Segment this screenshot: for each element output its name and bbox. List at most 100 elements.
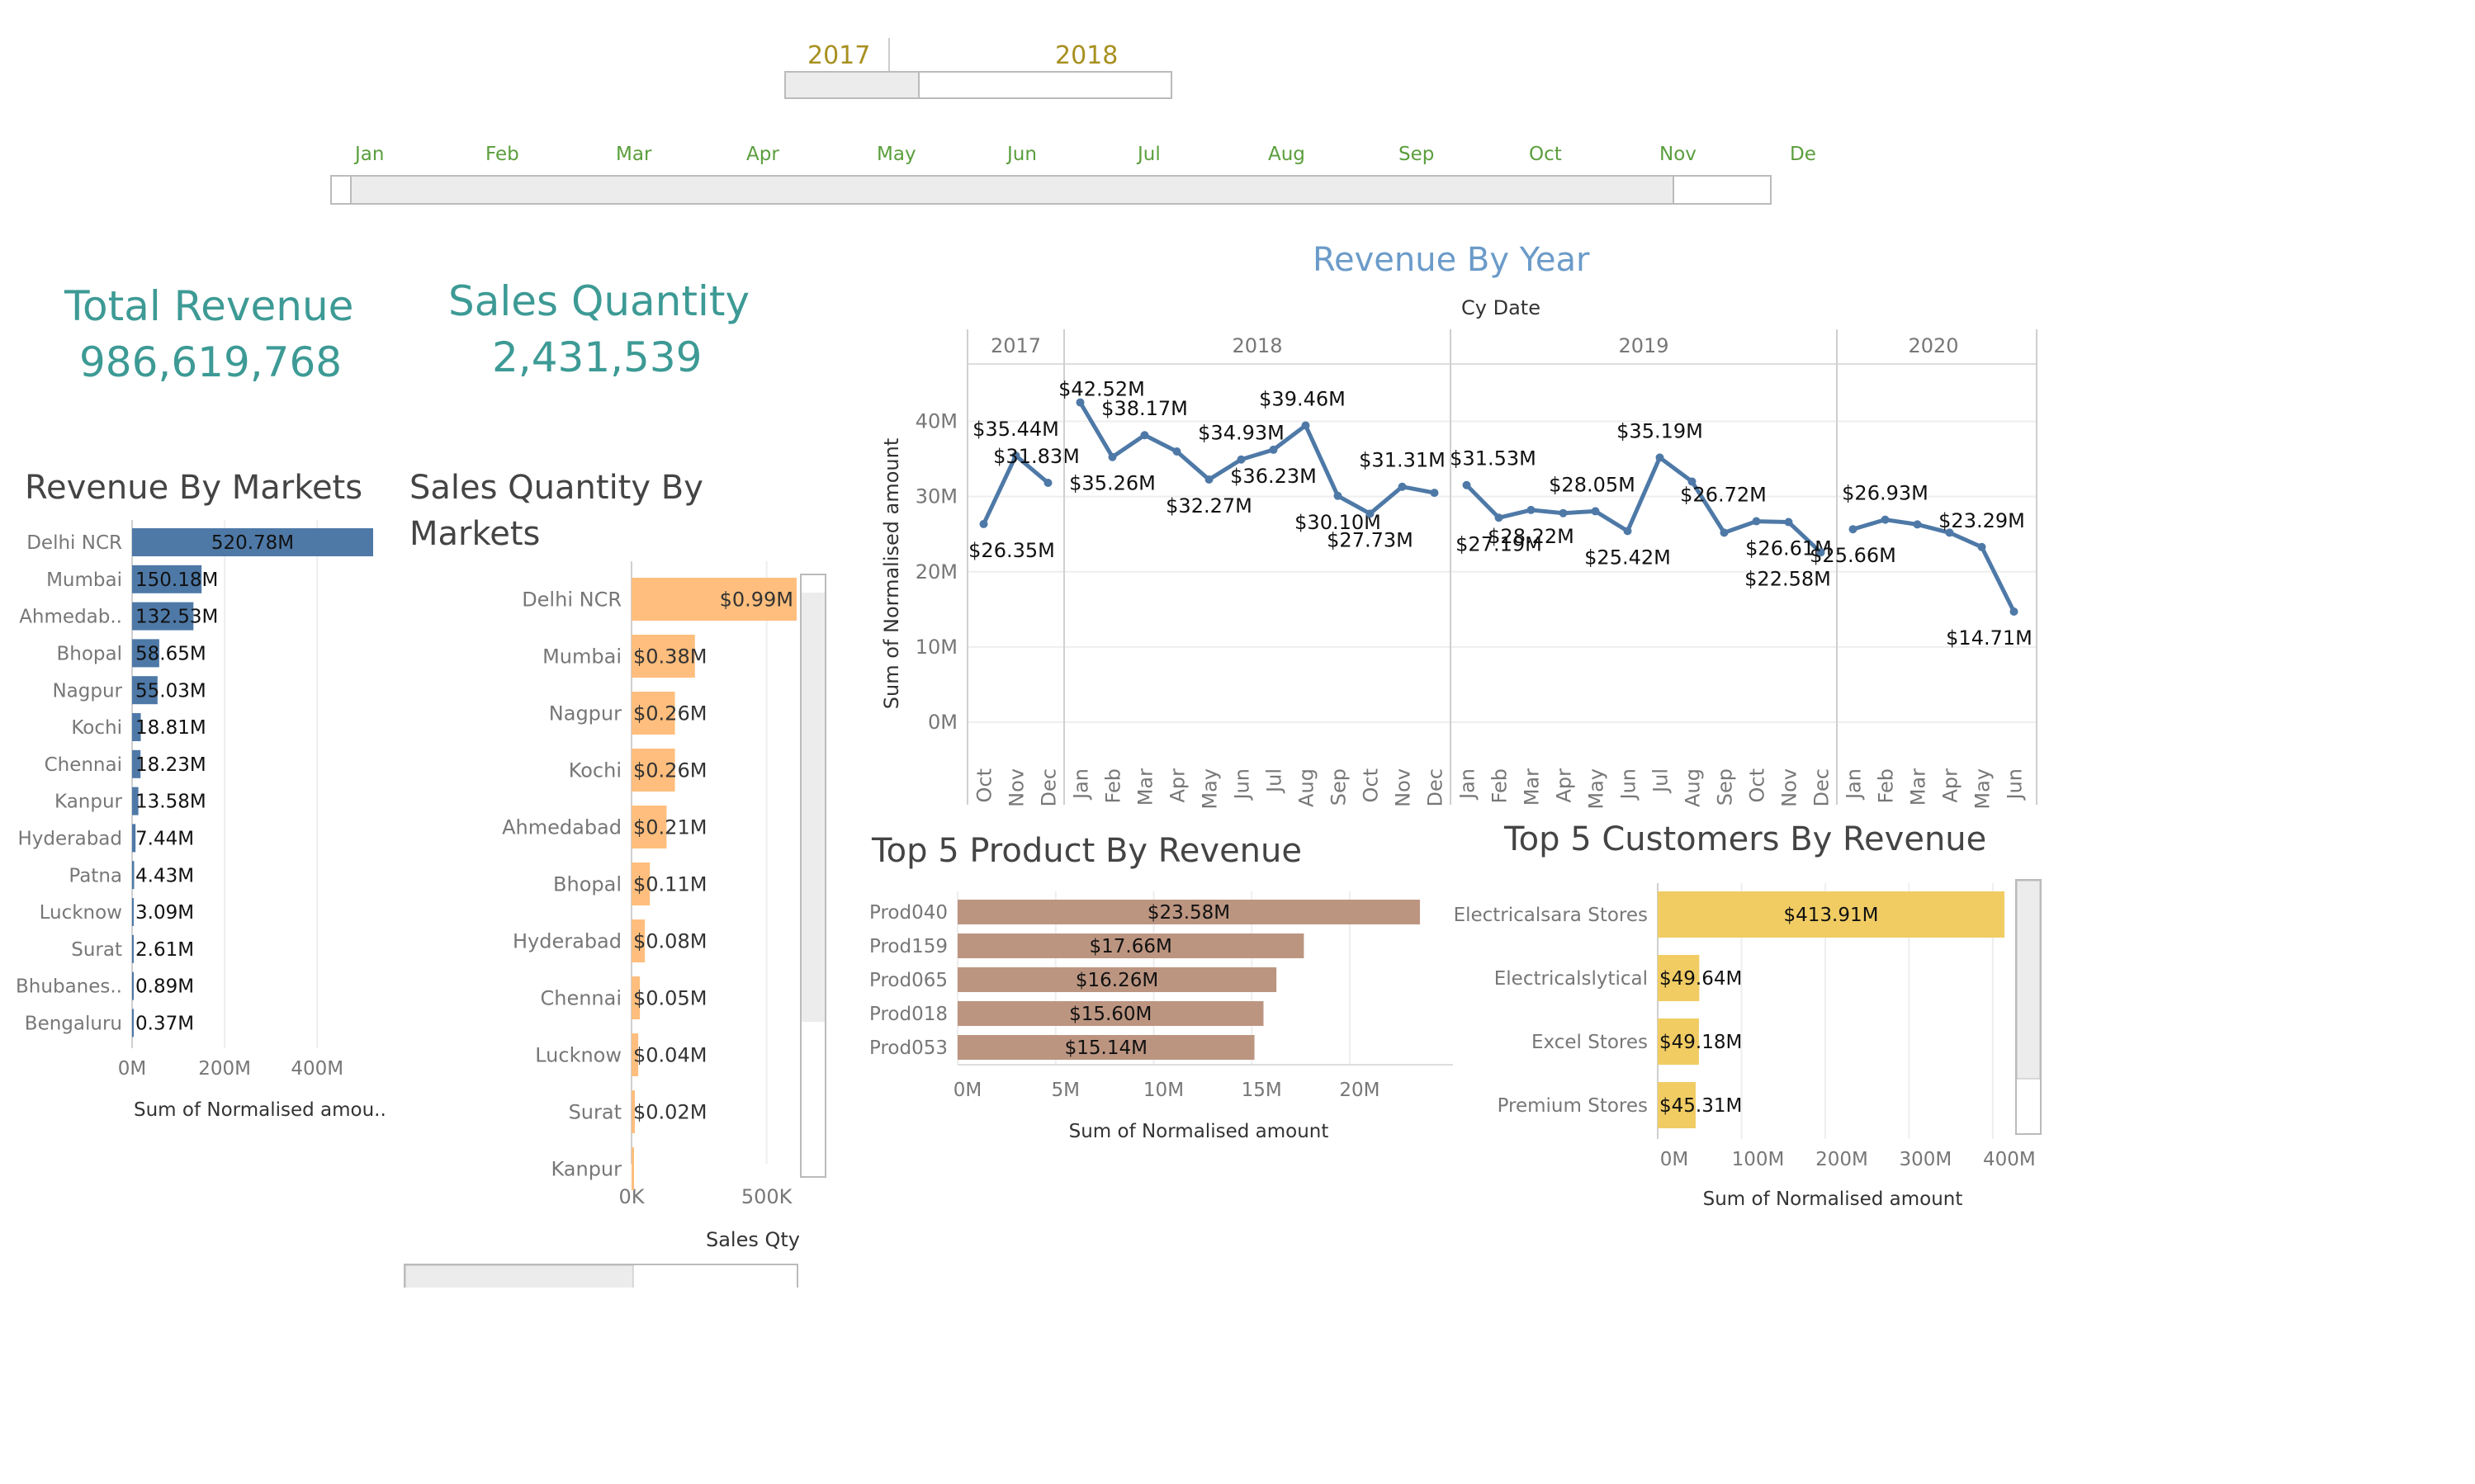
y-axis-title: Sum of Normalised amount [880,438,903,709]
sales-quantity-value: 2,431,539 [492,333,703,381]
data-label: $31.31M [1359,449,1446,472]
horizontal-scrollbar-thumb[interactable] [405,1264,634,1288]
data-label: $0.26M [633,759,707,782]
x-tick-label: Jun [2004,768,2027,801]
bar-delhi-ncr [132,528,373,556]
point-2019-mar [1526,505,1536,514]
category-label: Prod040 [869,902,948,924]
data-label: $413.91M [1784,905,1879,926]
x-tick-label: Oct [973,768,996,803]
data-label: $27.73M [1327,528,1413,551]
point-2020-mar [1913,520,1922,529]
vertical-scrollbar-thumb[interactable] [2016,880,2041,1080]
y-tick-label: 20M [916,560,958,584]
data-label: $26.35M [968,539,1055,562]
x-tick-label: 0M [118,1058,146,1080]
data-label: 2.61M [135,939,194,961]
bar-patna [132,861,135,890]
bar-ahmedabad [632,806,667,848]
category-label: Prod053 [869,1037,948,1059]
year-filter[interactable]: 2017 2018 [784,38,1172,99]
category-label: Nagpur [549,702,622,725]
category-label: Mumbai [46,569,122,591]
x-tick-label: 15M [1242,1080,1282,1101]
x-tick-label: Mar [1521,768,1544,806]
month-label-aug: Aug [1268,144,1305,165]
bar-hyderabad [632,919,646,962]
vertical-scrollbar-thumb[interactable] [802,593,825,1022]
year-header-2019: 2019 [1618,334,1668,357]
data-label: $23.29M [1938,509,2025,532]
bar-nagpur [632,692,675,735]
bar-surat [132,934,134,963]
point-2020-apr [1945,528,1954,537]
data-label: 0.37M [135,1013,194,1034]
x-tick-label: Aug [1295,768,1318,807]
bar-prod018 [958,1001,1264,1026]
sales-quantity-label: Sales Quantity [448,277,750,325]
data-label: $32.27M [1166,494,1252,518]
data-label: $26.72M [1680,484,1767,507]
data-label: $0.38M [633,645,707,668]
x-tick-label: Jun [1617,768,1640,801]
data-label: $28.05M [1549,473,1635,496]
x-axis-title: Sales Qty [706,1228,800,1251]
point-2018-oct [1365,509,1375,518]
x-tick-label: Mar [1134,768,1157,806]
total-revenue-value: 986,619,768 [79,338,343,386]
top5-customers-chart: 0M 100M 200M 300M 400M Electricalsara Stores $… [1454,879,2042,1210]
point-2018-may [1204,475,1214,484]
x-tick-label: Jun [1231,768,1254,801]
data-label: $34.93M [1198,422,1285,445]
month-filter[interactable]: Jan Feb Mar Apr May Jun Jul Aug Sep Oct Nov De [330,140,1816,206]
category-label: Delhi NCR [26,532,122,554]
x-tick-label: Nov [1778,768,1801,807]
x-tick-label: Oct [1360,768,1383,803]
x-tick-label: Jan [1843,768,1866,801]
category-label: Kanpur [551,1157,622,1180]
category-label: Bengaluru [25,1013,122,1034]
point-2018-jul [1269,445,1278,454]
year-divider [888,38,890,78]
point-2018-mar [1140,431,1149,440]
data-label: $0.05M [633,986,707,1009]
category-label: Surat [71,939,122,961]
category-label: Chennai [540,986,622,1009]
bar-chennai [632,976,641,1019]
data-label: $26.93M [1842,482,1928,505]
category-label: Kochi [569,759,622,782]
data-label: $0.99M [720,588,793,611]
x-tick-label: 200M [198,1058,251,1080]
point-2019-dec [1816,548,1825,557]
point-2018-jun [1237,455,1246,464]
data-label: $26.61M [1745,537,1832,560]
x-tick-label: Dec [1038,768,1061,806]
x-tick-label: 5M [1052,1080,1080,1101]
category-label: Premium Stores [1498,1095,1648,1117]
bar-premium-stores [1658,1082,1696,1128]
x-tick-label: Feb [1875,768,1898,804]
data-label: $38.17M [1101,397,1188,420]
x-tick-label: Nov [1392,768,1415,807]
point-2020-jun [2009,607,2018,616]
category-label: Patna [69,865,122,886]
x-tick-label: Mar [1907,768,1930,806]
bar-delhi-ncr [632,578,797,621]
data-label: $49.64M [1659,968,1742,990]
bar-hyderabad [132,824,136,853]
month-label-nov: Nov [1659,144,1697,165]
data-label: 7.44M [135,828,194,849]
data-label: $14.71M [1946,626,2033,650]
point-2018-feb [1108,452,1117,461]
data-label: $15.60M [1069,1004,1152,1025]
series-line-2019 [1465,455,1823,555]
top5-product-title: Top 5 Product By Revenue [872,832,1302,870]
month-slider-selection[interactable] [350,177,1674,203]
category-label: Prod159 [869,936,948,957]
sales-qty-by-markets-title-line1: Sales Quantity By [409,469,703,507]
month-label-jul: Jul [1138,144,1161,165]
data-label: $39.46M [1259,387,1346,410]
year-slider-selection[interactable] [786,73,920,97]
sales-qty-by-markets-title-line2: Markets [409,515,541,553]
data-label: 0.89M [135,976,194,998]
